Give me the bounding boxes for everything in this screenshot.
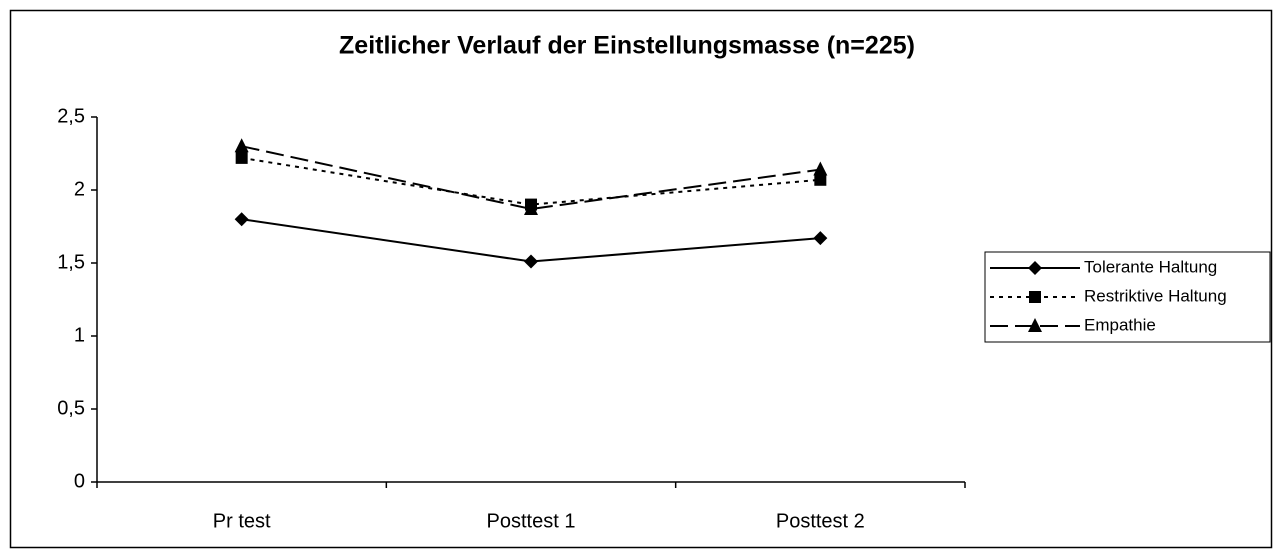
y-tick-label: 1,5 <box>57 251 85 273</box>
data-point <box>235 151 248 164</box>
series-line <box>241 156 821 206</box>
chart-title: Zeitlicher Verlauf der Einstellungsmasse… <box>339 32 915 60</box>
series-line <box>241 145 821 210</box>
x-tick-label: Posttest 2 <box>776 510 865 532</box>
data-point <box>234 138 249 153</box>
data-point <box>234 212 249 227</box>
data-point <box>813 231 828 246</box>
y-tick-label: 1 <box>74 324 85 346</box>
legend-marker <box>1028 318 1042 332</box>
x-tick-label: Posttest 1 <box>487 510 576 532</box>
y-tick-label: 0 <box>74 470 85 492</box>
y-tick-label: 2 <box>74 178 85 200</box>
data-point <box>813 161 828 176</box>
legend-label: Restriktive Haltung <box>1084 286 1227 305</box>
legend-label: Empathie <box>1084 315 1156 334</box>
legend-marker <box>1029 291 1041 303</box>
y-tick-label: 2,5 <box>57 105 85 127</box>
y-tick-label: 0,5 <box>57 397 85 419</box>
data-point <box>524 254 538 269</box>
data-point <box>524 200 538 215</box>
legend-marker <box>1028 261 1042 275</box>
data-point <box>814 173 827 186</box>
legend-label: Tolerante Haltung <box>1084 257 1217 276</box>
x-tick-label: Pr test <box>213 510 271 532</box>
